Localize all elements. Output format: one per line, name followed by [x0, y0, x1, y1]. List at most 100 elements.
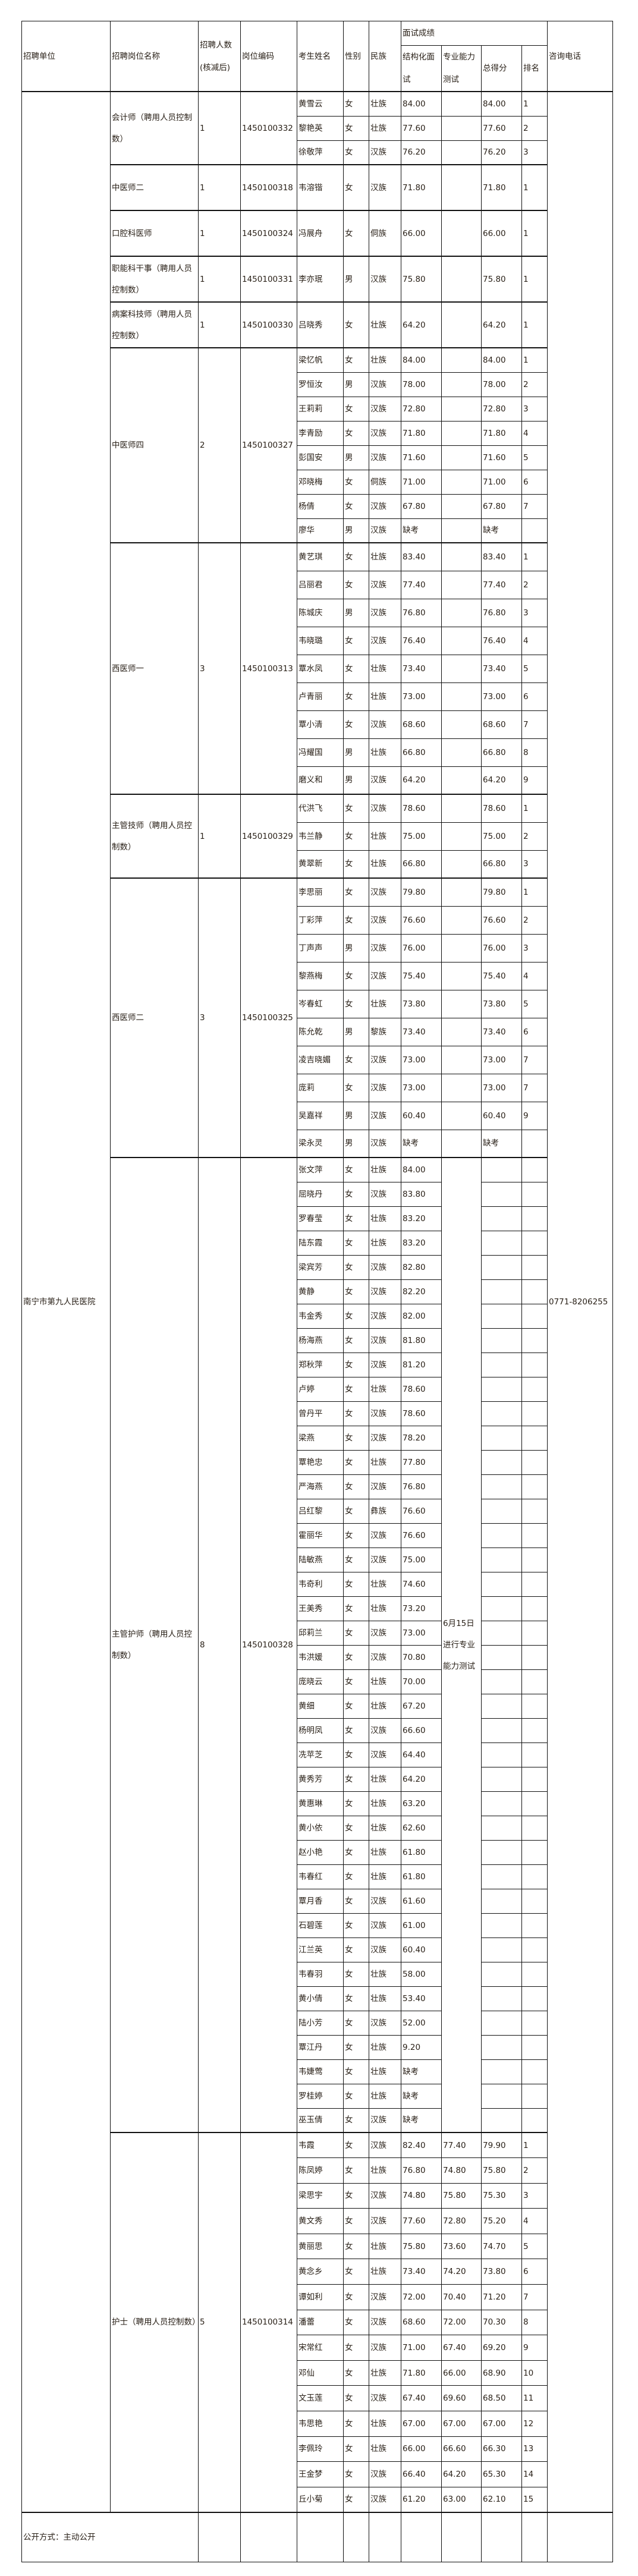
professional-score: [441, 1045, 482, 1074]
table-row: 李青励女汉族 71.80 71.80 4: [22, 420, 613, 446]
candidate-name: 卢婷: [297, 1376, 344, 1402]
total-score: 84.00: [481, 347, 522, 373]
rank: 4: [521, 420, 548, 446]
structured-score: 78.60: [401, 794, 442, 823]
ethnicity: 汉族: [369, 626, 401, 655]
total-score: 73.00: [481, 1073, 522, 1102]
structured-score: 84.00: [401, 347, 442, 373]
total-score: [481, 1206, 522, 1231]
ethnicity: 汉族: [369, 1328, 401, 1353]
candidate-name: 梁思宇: [297, 2182, 344, 2209]
gender: 女: [343, 164, 369, 211]
ethnicity: 壮族: [369, 115, 401, 141]
total-score: [481, 1571, 522, 1597]
professional-score: [441, 210, 482, 257]
rank: 6: [521, 2259, 548, 2285]
table-row: 梁燕女汉族 78.20: [22, 1425, 613, 1451]
candidate-name: 彭国安: [297, 445, 344, 470]
table-row: 邓仙女壮族 71.80 66.00 68.90 10: [22, 2360, 613, 2386]
total-score: [481, 1864, 522, 1889]
total-score: 75.40: [481, 961, 522, 990]
header-name: 考生姓名: [297, 21, 344, 92]
ethnicity: 壮族: [369, 1815, 401, 1841]
ethnicity: 壮族: [369, 1791, 401, 1816]
ethnicity: 壮族: [369, 542, 401, 571]
structured-score: 66.40: [401, 2461, 442, 2487]
candidate-name: 郑秋萍: [297, 1352, 344, 1377]
structured-score: 66.60: [401, 1718, 442, 1743]
structured-score: 73.80: [401, 989, 442, 1018]
table-row: 黎燕梅女汉族 75.40 75.40 4: [22, 961, 613, 990]
candidate-name: 黄静: [297, 1279, 344, 1304]
candidate-name: 梁忆帆: [297, 347, 344, 373]
total-score: 71.00: [481, 469, 522, 495]
rank: 15: [521, 2486, 548, 2513]
structured-score: 缺考: [401, 2108, 442, 2133]
gender: 女: [343, 493, 369, 519]
structured-score: 78.60: [401, 1401, 442, 1426]
total-score: 75.20: [481, 2208, 522, 2234]
candidate-name: 丁声声: [297, 933, 344, 963]
candidate-name: 罗桂婷: [297, 2083, 344, 2109]
total-score: [481, 1328, 522, 1353]
structured-score: 75.00: [401, 822, 442, 851]
ethnicity: 壮族: [369, 2059, 401, 2084]
total-score: 71.60: [481, 445, 522, 470]
professional-score: [441, 140, 482, 165]
rank: 6: [521, 682, 548, 711]
rank: 6: [521, 1017, 548, 1046]
table-row: 王美秀女壮族 73.20: [22, 1596, 613, 1621]
position-code: 1450100327: [240, 347, 297, 543]
header-rank: 排名: [521, 45, 548, 92]
ethnicity: 汉族: [369, 1303, 401, 1329]
table-row: 霍丽华女汉族 76.60: [22, 1523, 613, 1548]
total-score: 76.60: [481, 905, 522, 935]
gender: 女: [343, 2309, 369, 2336]
hire-count: 2: [198, 347, 241, 543]
ethnicity: 汉族: [369, 140, 401, 165]
total-score: 66.80: [481, 850, 522, 879]
structured-score: 71.00: [401, 469, 442, 495]
ethnicity: 壮族: [369, 1206, 401, 1231]
empty-cell: [369, 2511, 401, 2563]
ethnicity: 壮族: [369, 1961, 401, 1987]
table-row: 陆敏燕女汉族 75.00: [22, 1547, 613, 1572]
rank: 10: [521, 2360, 548, 2386]
total-score: 64.20: [481, 301, 522, 348]
structured-score: 66.00: [401, 2436, 442, 2462]
ethnicity: 汉族: [369, 1547, 401, 1572]
rank: 2: [521, 822, 548, 851]
candidate-name: 宋常红: [297, 2335, 344, 2361]
gender: 女: [343, 2182, 369, 2209]
ethnicity: 汉族: [369, 1181, 401, 1207]
professional-score: [441, 1073, 482, 1102]
candidate-name: 吕晓秀: [297, 301, 344, 348]
rank: 1: [521, 256, 548, 303]
structured-score: 67.80: [401, 493, 442, 519]
rank: 1: [521, 164, 548, 211]
total-score: [481, 1303, 522, 1329]
ethnicity: 汉族: [369, 1742, 401, 1767]
gender: 女: [343, 420, 369, 446]
hire-count: 1: [198, 794, 241, 879]
structured-score: 82.20: [401, 1279, 442, 1304]
structured-score: 68.60: [401, 2309, 442, 2336]
structured-score: 71.80: [401, 164, 442, 211]
position-code: 1450100330: [240, 301, 297, 348]
ethnicity: 汉族: [369, 493, 401, 519]
total-score: 73.40: [481, 654, 522, 683]
rank: [521, 1986, 548, 2011]
candidate-name: 韦春红: [297, 1864, 344, 1889]
rank: 3: [521, 396, 548, 422]
empty-cell: [240, 2511, 297, 2563]
rank: [521, 2108, 548, 2133]
rank: 2: [521, 570, 548, 599]
table-row: 黄文秀女汉族 77.60 72.80 75.20 4: [22, 2208, 613, 2234]
professional-score: 75.80: [441, 2182, 482, 2209]
total-score: [481, 2034, 522, 2060]
candidate-name: 霍丽华: [297, 1523, 344, 1548]
ethnicity: 壮族: [369, 1669, 401, 1694]
ethnicity: 汉族: [369, 2132, 401, 2159]
gender: 女: [343, 2059, 369, 2084]
position-code: 1450100313: [240, 542, 297, 795]
